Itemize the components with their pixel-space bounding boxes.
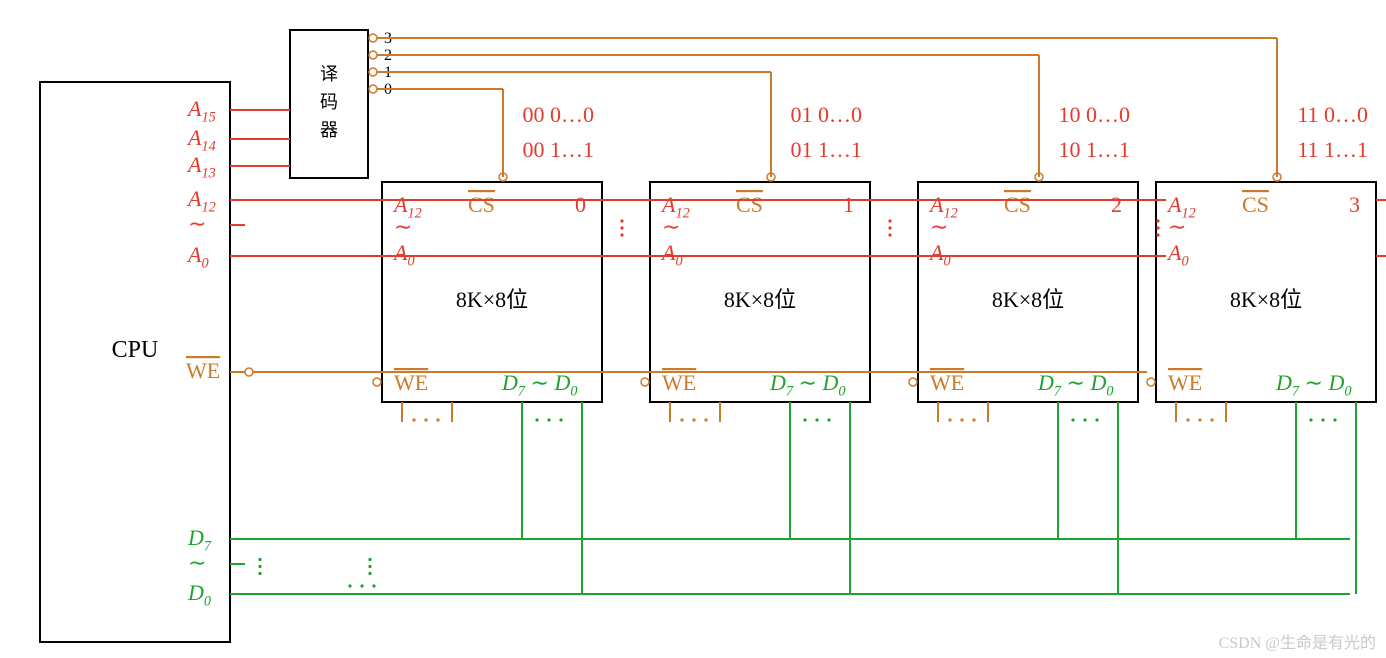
svg-text:A0: A0 — [1166, 240, 1189, 270]
svg-text:00 1…1: 00 1…1 — [523, 137, 595, 162]
svg-text:∼: ∼ — [930, 214, 948, 239]
svg-text:∼: ∼ — [394, 214, 412, 239]
memory-chip-1: CS1A12∼A08K×8位WED7 ∼ D001 0…001 1…1 — [641, 102, 870, 402]
svg-text:译: 译 — [320, 64, 338, 84]
svg-text:CS: CS — [1242, 192, 1269, 217]
svg-text:CPU: CPU — [112, 337, 159, 363]
svg-text:WE: WE — [186, 358, 220, 383]
svg-text:1: 1 — [843, 192, 854, 217]
svg-text:A0: A0 — [186, 242, 209, 272]
svg-text:A0: A0 — [392, 240, 415, 270]
svg-text:0: 0 — [575, 192, 586, 217]
memory-chip-3: CS3A12∼A08K×8位WED7 ∼ D011 0…011 1…1 — [1147, 102, 1376, 402]
svg-text:8K×8位: 8K×8位 — [1230, 287, 1302, 312]
svg-text:WE: WE — [930, 370, 964, 395]
svg-text:WE: WE — [394, 370, 428, 395]
svg-text:01 0…0: 01 0…0 — [791, 102, 863, 127]
svg-text:01 1…1: 01 1…1 — [791, 137, 863, 162]
memory-chip-0: CS0A12∼A08K×8位WED7 ∼ D000 0…000 1…1 — [373, 102, 602, 402]
svg-text:11 0…0: 11 0…0 — [1297, 102, 1368, 127]
svg-text:器: 器 — [320, 120, 338, 140]
memory-chip-2: CS2A12∼A08K×8位WED7 ∼ D010 0…010 1…1 — [909, 102, 1138, 402]
svg-text:WE: WE — [662, 370, 696, 395]
svg-text:WE: WE — [1168, 370, 1202, 395]
svg-text:10 0…0: 10 0…0 — [1059, 102, 1131, 127]
svg-text:∼: ∼ — [188, 211, 206, 236]
svg-text:∼: ∼ — [188, 550, 206, 575]
svg-text:A15: A15 — [186, 96, 216, 126]
svg-text:A14: A14 — [186, 125, 216, 155]
svg-text:A13: A13 — [186, 152, 216, 182]
svg-text:∼: ∼ — [1168, 214, 1186, 239]
svg-text:8K×8位: 8K×8位 — [992, 287, 1064, 312]
svg-text:8K×8位: 8K×8位 — [724, 287, 796, 312]
svg-text:2: 2 — [1111, 192, 1122, 217]
svg-text:CS: CS — [736, 192, 763, 217]
svg-text:D0: D0 — [187, 580, 211, 610]
svg-text:8K×8位: 8K×8位 — [456, 287, 528, 312]
svg-text:D7 ∼ D0: D7 ∼ D0 — [1275, 370, 1352, 400]
svg-text:A0: A0 — [928, 240, 951, 270]
svg-text:∼: ∼ — [662, 214, 680, 239]
svg-text:D7 ∼ D0: D7 ∼ D0 — [769, 370, 846, 400]
svg-text:A0: A0 — [660, 240, 683, 270]
svg-text:3: 3 — [1349, 192, 1360, 217]
svg-text:00 0…0: 00 0…0 — [523, 102, 595, 127]
svg-text:11 1…1: 11 1…1 — [1297, 137, 1368, 162]
svg-text:10 1…1: 10 1…1 — [1059, 137, 1131, 162]
svg-text:D7 ∼ D0: D7 ∼ D0 — [1037, 370, 1114, 400]
svg-text:D7 ∼ D0: D7 ∼ D0 — [501, 370, 578, 400]
svg-text:CS: CS — [1004, 192, 1031, 217]
svg-text:码: 码 — [320, 92, 338, 112]
svg-text:CS: CS — [468, 192, 495, 217]
svg-text:CSDN @生命是有光的: CSDN @生命是有光的 — [1219, 634, 1376, 652]
